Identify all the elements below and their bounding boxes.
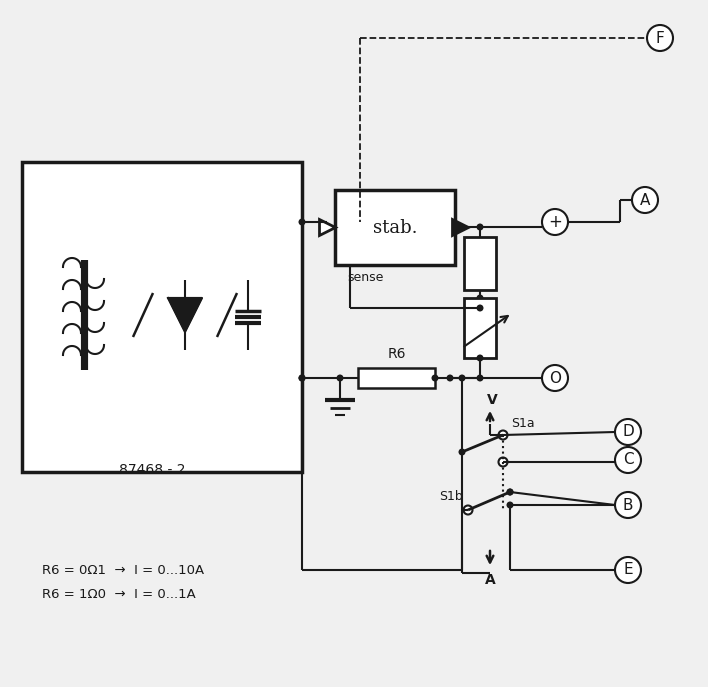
Text: stab.: stab. [372,218,417,236]
Circle shape [647,25,673,51]
Circle shape [299,218,305,225]
Text: A: A [640,192,650,207]
Text: S1a: S1a [511,416,535,429]
Circle shape [632,187,658,213]
Circle shape [542,365,568,391]
Circle shape [299,374,305,381]
Circle shape [447,374,454,381]
Circle shape [476,374,484,381]
Bar [358,368,435,388]
Bar [22,162,302,472]
Bar [335,190,455,265]
Circle shape [459,449,465,455]
Bar [464,298,496,358]
Circle shape [464,506,472,515]
Text: R6 = 1Ω0  →  I = 0...1A: R6 = 1Ω0 → I = 0...1A [42,589,195,602]
Text: R6: R6 [387,347,406,361]
Text: D: D [622,425,634,440]
Circle shape [506,502,513,508]
Text: A: A [484,573,496,587]
Circle shape [615,557,641,583]
Circle shape [431,374,438,381]
Circle shape [506,488,513,495]
Text: S1b: S1b [439,490,463,502]
Circle shape [615,492,641,518]
Circle shape [476,295,484,302]
Circle shape [336,374,343,381]
Polygon shape [168,298,202,332]
Circle shape [476,354,484,361]
Circle shape [498,431,508,440]
Text: B: B [623,497,633,513]
Circle shape [615,419,641,445]
Text: sense: sense [347,271,383,284]
Text: E: E [623,563,633,578]
Bar [464,237,496,290]
Circle shape [615,447,641,473]
Text: V: V [486,393,498,407]
Text: F: F [656,30,664,45]
Circle shape [299,374,305,381]
Circle shape [476,304,484,311]
Text: +: + [548,213,562,231]
Text: C: C [623,453,634,467]
Circle shape [498,458,508,466]
Text: R6 = 0Ω1  →  I = 0...10A: R6 = 0Ω1 → I = 0...10A [42,563,204,576]
Circle shape [476,223,484,231]
Text: O: O [549,370,561,385]
Circle shape [506,488,513,495]
Circle shape [542,209,568,235]
Circle shape [459,374,465,381]
Text: 87468 - 2: 87468 - 2 [119,463,185,477]
